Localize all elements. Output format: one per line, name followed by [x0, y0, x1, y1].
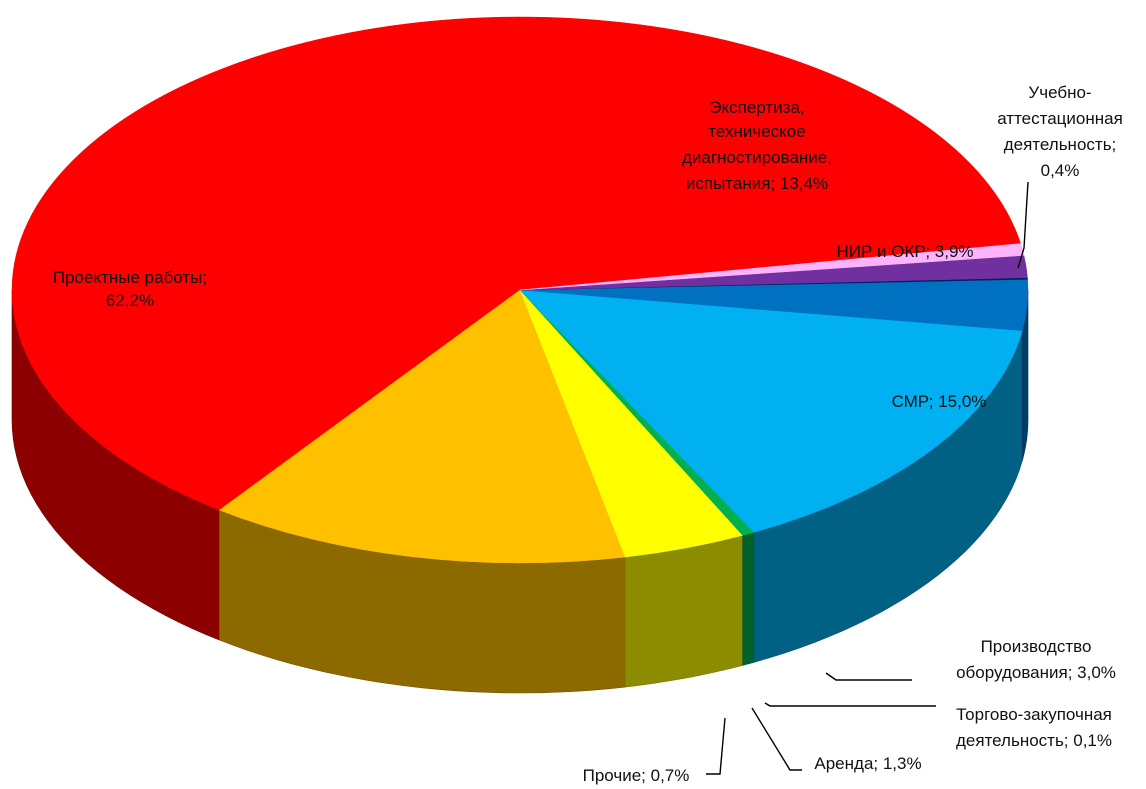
pie-slice-экспертиза-техническое-диагностирование-испытания — [218, 289, 626, 564]
leader-torgovo — [764, 702, 936, 707]
pie-sides — [11, 289, 1029, 694]
leader-prochie — [706, 717, 726, 775]
label-nir-okr: НИР и ОКР; 3,9% — [836, 242, 973, 261]
pie-top — [11, 16, 1029, 564]
leader-arenda — [751, 707, 802, 771]
leader-proizvodstvo — [825, 672, 912, 681]
pie-side-учебно-аттестационная-деятельность — [742, 531, 755, 666]
label-ekspertiza-line2: техническое — [708, 122, 805, 141]
pie-side-нир-и-окр — [624, 534, 743, 688]
label-arenda: Аренда; 1,3% — [814, 754, 921, 773]
pie-slice-смр — [519, 289, 1023, 533]
label-smr: СМР; 15,0% — [892, 392, 987, 411]
label-ekspertiza-line1: Экспертиза, — [709, 98, 804, 117]
leader-lines — [706, 181, 1029, 775]
label-ekspertiza-line3: диагностирование, — [682, 148, 832, 167]
label-uchebno-line4: 0,4% — [1041, 161, 1080, 180]
label-uchebno-line3: деятельность; — [1004, 135, 1117, 154]
label-proektnye-raboty-value: 62,2% — [106, 291, 154, 310]
pie-slice-проектные-работы — [11, 16, 1021, 511]
label-torgovo-line1: Торгово-закупочная — [956, 705, 1112, 724]
label-prochie: Прочие; 0,7% — [583, 766, 690, 785]
label-torgovo-line2: деятельность; 0,1% — [956, 731, 1112, 750]
label-proizvodstvo-line2: оборудования; 3,0% — [956, 663, 1116, 682]
label-uchebno-line1: Учебно- — [1028, 83, 1091, 102]
data-labels: Проектные работы; 62,2% Экспертиза, техн… — [53, 83, 1123, 785]
label-uchebno-line2: аттестационная — [997, 109, 1123, 128]
label-proizvodstvo-line1: Производство — [981, 637, 1092, 656]
leader-uchebno — [1017, 181, 1029, 269]
label-ekspertiza-line4: испытания; 13,4% — [686, 174, 828, 193]
pie-slice-прочие — [519, 243, 1025, 291]
label-proektnye-raboty-name: Проектные работы; — [53, 268, 207, 287]
